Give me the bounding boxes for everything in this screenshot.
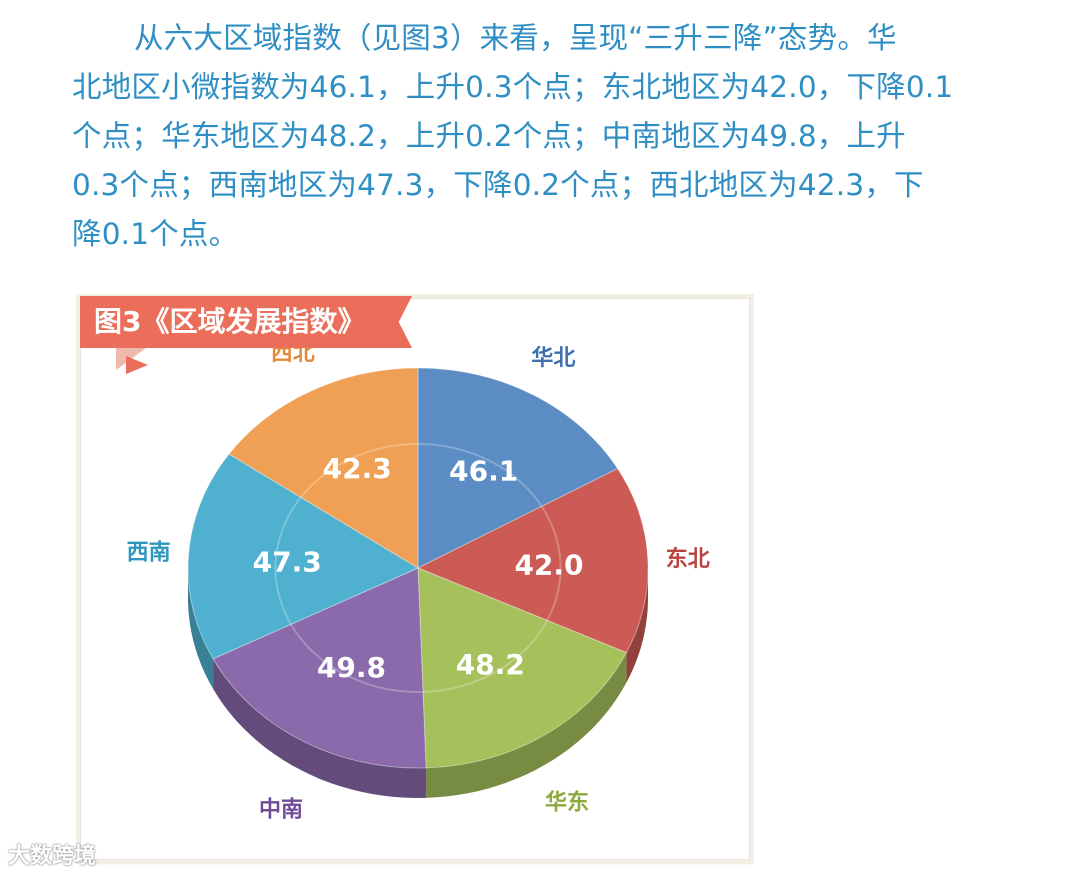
paragraph-line: 从六大区域指数（见图3）来看，呈现“三升三降”态势。华	[134, 21, 897, 55]
slice-value-label: 46.1	[449, 454, 518, 487]
slice-value-label: 48.2	[456, 648, 525, 681]
slice-value-label: 47.3	[253, 545, 322, 578]
intro-paragraph: 从六大区域指数（见图3）来看，呈现“三升三降”态势。华 北地区小微指数为46.1…	[72, 14, 982, 259]
pie-slice-东北	[416, 467, 649, 654]
pie-slice-中南	[212, 567, 427, 769]
watermark: 大数跨境	[8, 844, 97, 869]
slice-category-label: 西南	[127, 541, 171, 566]
pie-side-西南	[188, 568, 214, 689]
slice-category-label: 华北	[531, 345, 575, 371]
pie-side-中南	[213, 658, 427, 798]
slice-value-label: 42.0	[514, 548, 583, 581]
pie-slice-西南	[187, 453, 420, 660]
paragraph-line: 个点；华东地区为48.2，上升0.2个点；中南地区为49.8，上升	[72, 119, 906, 153]
slice-value-label: 42.3	[323, 452, 392, 485]
slice-category-label: 东北	[666, 546, 710, 572]
chart-title: 图3《区域发展指数》	[94, 305, 366, 338]
paragraph-line: 降0.1个点。	[72, 217, 239, 251]
slice-category-label: 华东	[545, 790, 589, 816]
pie-side-东北	[626, 568, 648, 683]
paragraph-line: 北地区小微指数为46.1，上升0.3个点；东北地区为42.0，下降0.1	[72, 70, 954, 104]
banner-background	[80, 296, 412, 348]
banner-flag-icon	[126, 356, 148, 374]
pie-slice-华北	[417, 367, 619, 569]
slice-category-label: 中南	[259, 797, 303, 822]
slice-value-label: 49.8	[317, 651, 386, 684]
paragraph-line: 0.3个点；西南地区为47.3，下降0.2个点；西北地区为42.3，下	[72, 168, 924, 202]
pie-slice-西北	[228, 367, 419, 569]
pie-slice-华东	[417, 567, 628, 769]
chart-title-banner: 图3《区域发展指数》	[80, 296, 420, 376]
pie-inner-ring	[274, 443, 562, 693]
pie-side-华东	[426, 652, 627, 798]
